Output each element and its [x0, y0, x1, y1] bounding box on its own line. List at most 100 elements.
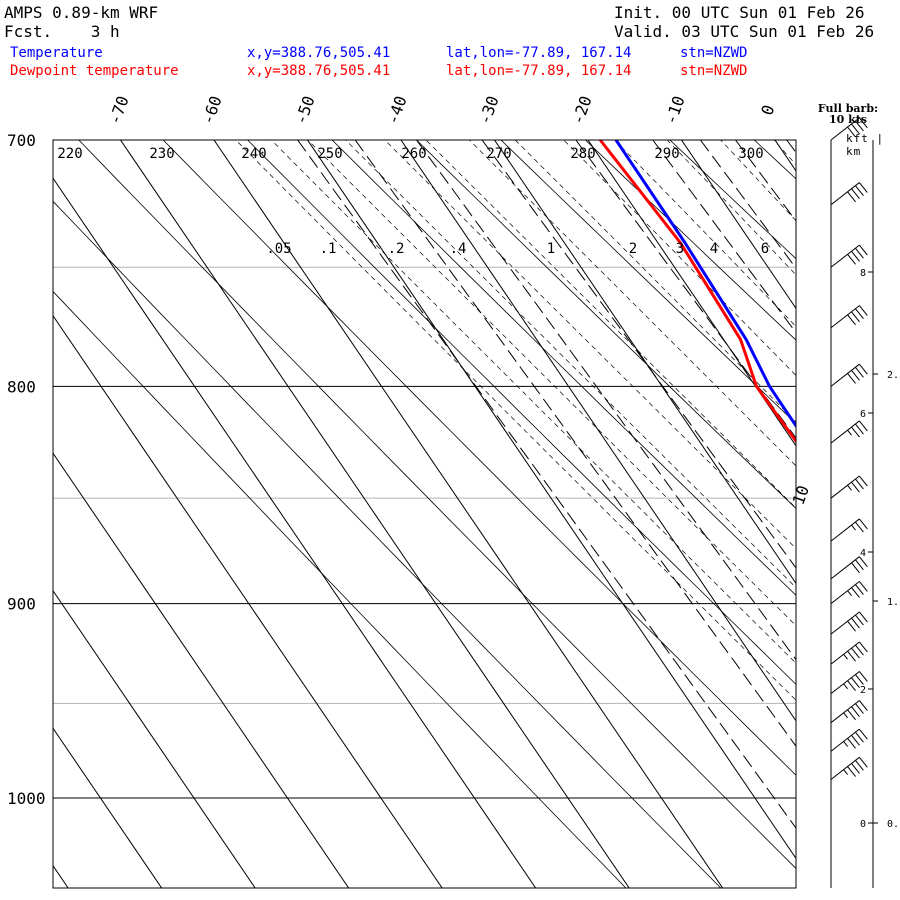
- temperature-profile-line: [614, 140, 796, 429]
- wind-barb: [830, 420, 868, 444]
- wind-barb-half-feather: [847, 429, 852, 436]
- wind-barb-feather: [858, 117, 868, 129]
- wind-barb-staff: [830, 581, 860, 605]
- wind-barb-feather: [847, 709, 856, 721]
- wind-barb: [830, 182, 868, 206]
- wind-barb-staff: [830, 671, 860, 695]
- wind-barb-feather: [847, 680, 856, 692]
- moist-adiabat-line: [614, 140, 796, 328]
- isotherm-line: [213, 140, 724, 888]
- legend-dewpoint-xy: x,y=388.76,505.41: [247, 63, 391, 79]
- isotherm-tick-label: -40: [383, 93, 411, 127]
- wind-barb-feather: [851, 426, 860, 438]
- wind-barb-feather: [847, 373, 856, 384]
- dry-adiabat-line: [78, 140, 796, 870]
- wind-barb-feather: [855, 478, 864, 490]
- mixing-ratio-tick-label: .2: [388, 241, 405, 257]
- dry-adiabat-line: [584, 140, 796, 341]
- mixing-ratio-line: [297, 140, 796, 829]
- wind-barb-feather: [847, 191, 856, 203]
- wind-barb-feather: [858, 244, 868, 256]
- mixing-ratio-line: [699, 140, 796, 270]
- isotherm-line: [53, 864, 69, 888]
- wind-barb-staff: [830, 420, 860, 444]
- wind-barb: [830, 641, 868, 665]
- wind-barb-feather: [858, 182, 868, 193]
- mixing-ratio-line: [854, 140, 900, 900]
- wind-barb-feather: [851, 481, 860, 493]
- wind-barb-feather: [855, 644, 864, 656]
- km-tick-label: 1.: [887, 597, 899, 608]
- wind-barb: [830, 117, 868, 141]
- wind-barb-feather: [855, 308, 864, 319]
- pressure-tick-label: 1000: [7, 789, 46, 808]
- wind-barb-staff: [830, 756, 860, 780]
- isotherm-line: [680, 140, 796, 310]
- isotherm-line: [53, 452, 350, 888]
- theta-tick-label: 220: [57, 146, 82, 162]
- theta-tick-label: 290: [654, 146, 679, 162]
- wind-barb-feather: [847, 766, 856, 777]
- legend-dewpoint-latlon: lat,lon=-77.89, 167.14: [446, 63, 632, 79]
- wind-barb-feather: [847, 650, 856, 662]
- kft-tick-label: 8: [860, 268, 866, 279]
- wind-barb-feather: [855, 731, 864, 743]
- wind-barb-feather: [847, 314, 856, 326]
- wind-barb-half-feather: [843, 683, 848, 690]
- wind-barb-feather: [851, 763, 860, 774]
- wind-barb-feather: [851, 706, 860, 717]
- wind-barb-feather: [847, 126, 856, 138]
- wind-barb-feather: [858, 363, 868, 375]
- wind-barb-feather: [851, 188, 860, 200]
- wind-barb-feather: [855, 247, 864, 259]
- wind-barb: [830, 518, 868, 542]
- theta-tick-label: 240: [241, 146, 266, 162]
- wind-barb-feather: [858, 700, 868, 711]
- dry-adiabat-line: [500, 140, 796, 425]
- moist-adiabat-line: [773, 140, 796, 166]
- barb-note-line2: 10 kts: [828, 113, 868, 126]
- theta-tick-label: 260: [401, 146, 426, 162]
- wind-barb-feather: [858, 475, 868, 487]
- mixing-ratio-tick-label: 3: [676, 241, 684, 257]
- wind-barb-feather: [851, 123, 860, 135]
- wind-barb-half-feather: [843, 653, 848, 660]
- wind-barb: [830, 475, 868, 499]
- wind-barb-staff: [830, 700, 860, 724]
- theta-tick-label: 250: [317, 146, 342, 162]
- wind-barb-feather: [858, 641, 868, 653]
- isotherm-line: [587, 140, 796, 447]
- wind-barb-feather: [851, 250, 860, 262]
- isotherm-line: [493, 140, 796, 585]
- isotherm-line: [53, 727, 163, 888]
- wind-barb-feather: [858, 305, 868, 316]
- wind-barb-feather: [855, 521, 864, 533]
- init-time: Init. 00 UTC Sun 01 Feb 26: [614, 3, 865, 22]
- mixing-ratio-tick-label: 6: [761, 241, 769, 257]
- wind-barb-feather: [858, 671, 868, 682]
- legend-temperature-label: Temperature: [10, 45, 103, 61]
- legend-temperature-stn: stn=NZWD: [680, 45, 748, 61]
- dry-adiabat-line: [53, 290, 627, 888]
- isotherm-tick-label: 0: [757, 102, 778, 118]
- moist-adiabat-line: [514, 140, 796, 423]
- wind-barb-feather: [855, 674, 864, 685]
- wind-barb-staff: [830, 475, 860, 499]
- wind-barb: [830, 756, 868, 780]
- wind-barb-half-feather: [843, 741, 848, 747]
- legend-dewpoint-stn: stn=NZWD: [680, 63, 748, 79]
- theta-tick-label: 300: [738, 146, 763, 162]
- wind-barb-staff: [830, 363, 860, 387]
- isotherm-tick-label: -50: [291, 93, 319, 127]
- isotherm-tick-label: 10: [789, 483, 813, 508]
- wind-barb-feather: [858, 420, 868, 432]
- moist-adiabat-line: [425, 140, 796, 509]
- wind-barb-feather: [855, 760, 864, 771]
- wind-barb-feather: [855, 423, 864, 435]
- height-units: kft | km: [846, 132, 885, 158]
- kft-tick-label: 0: [860, 819, 866, 830]
- dry-adiabat-line: [825, 0, 900, 900]
- wind-barb-feather: [858, 518, 868, 530]
